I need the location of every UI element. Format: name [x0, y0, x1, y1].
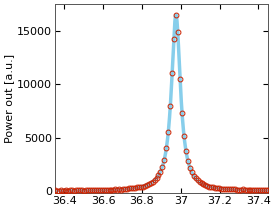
Y-axis label: Power out [a.u.]: Power out [a.u.]	[4, 54, 14, 143]
